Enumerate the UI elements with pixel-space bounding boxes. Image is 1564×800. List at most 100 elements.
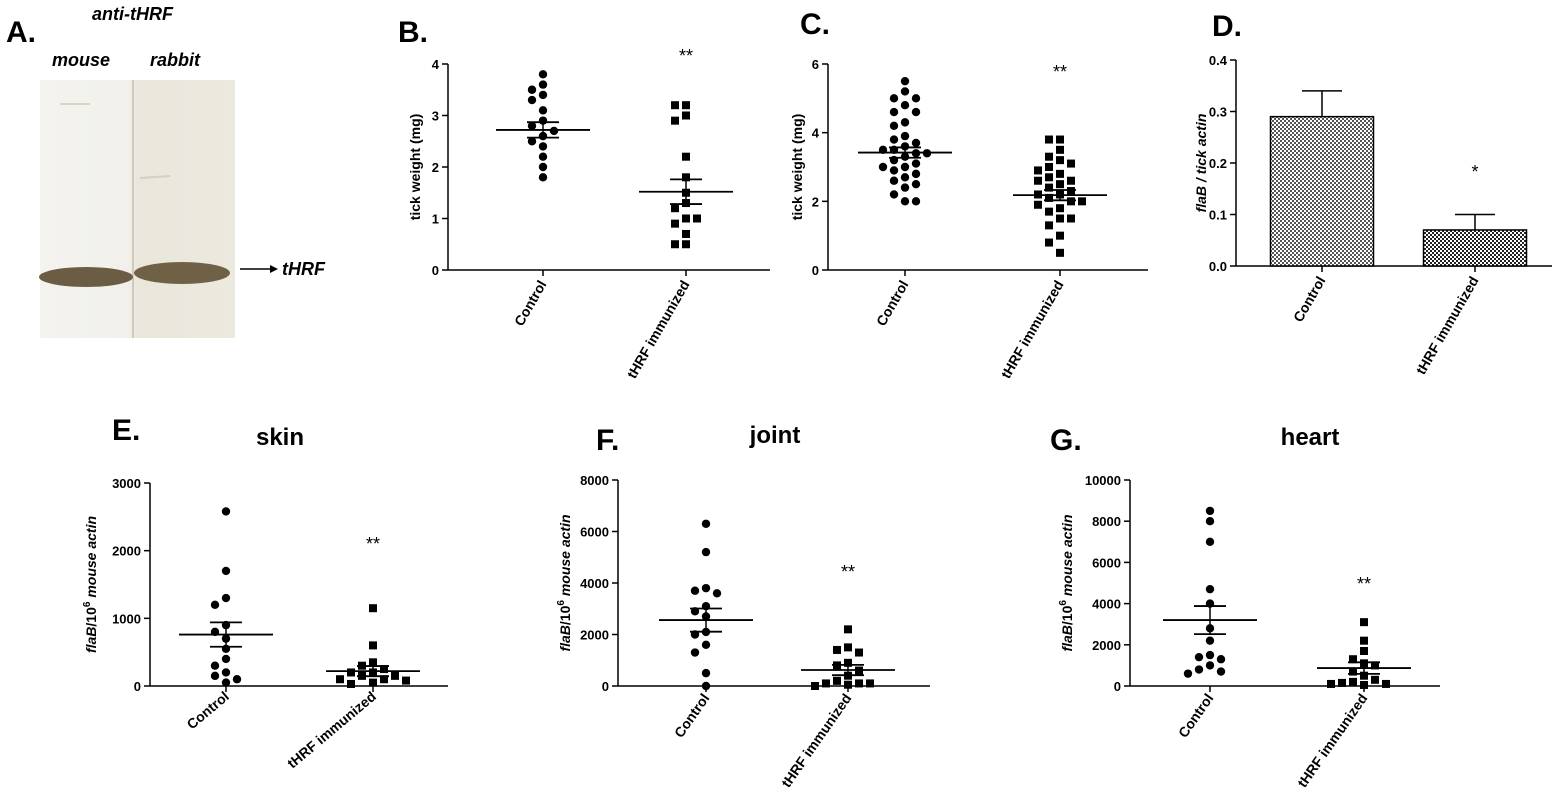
data-point-immunized <box>1056 204 1064 213</box>
data-point-control <box>221 593 231 603</box>
data-point-control <box>1216 667 1226 676</box>
data-point-immunized <box>671 240 679 249</box>
significance-marker: ** <box>679 46 693 66</box>
data-point-control <box>538 162 548 172</box>
data-point-control <box>210 600 220 609</box>
data-point-immunized <box>1056 231 1064 240</box>
data-point-immunized <box>1067 214 1075 223</box>
y-tick-label: 0.1 <box>1209 208 1227 223</box>
y-axis-title: flaB/106 mouse actin <box>556 514 573 651</box>
x-category-label: Control <box>1290 274 1329 325</box>
data-point-immunized <box>1360 636 1368 645</box>
data-point-immunized <box>1349 677 1357 686</box>
data-point-control <box>889 166 899 175</box>
data-point-immunized <box>1360 646 1368 655</box>
y-tick-label: 0 <box>812 263 819 278</box>
data-point-immunized <box>369 678 377 687</box>
data-point-immunized <box>391 671 399 680</box>
data-point-immunized <box>833 676 841 685</box>
data-point-control <box>911 179 921 189</box>
data-point-control <box>210 671 220 681</box>
x-category-label: tHRF immunized <box>998 278 1067 382</box>
data-point-control <box>889 176 899 185</box>
data-point-control <box>911 159 921 168</box>
lane-label-rabbit: rabbit <box>150 50 201 70</box>
blot-membrane <box>40 80 235 338</box>
data-point-control <box>1205 661 1215 670</box>
x-category-label: Control <box>1175 691 1217 741</box>
data-point-control <box>538 106 548 115</box>
data-point-immunized <box>1371 661 1379 670</box>
y-tick-label: 4000 <box>1092 597 1121 612</box>
y-tick-label: 2000 <box>580 628 609 643</box>
data-point-control <box>701 681 711 691</box>
data-point-immunized <box>1056 135 1064 144</box>
y-tick-label: 8000 <box>1092 514 1121 529</box>
y-tick-label: 4 <box>432 57 440 72</box>
data-point-immunized <box>1349 667 1357 676</box>
data-point-control <box>889 190 899 199</box>
data-point-control <box>210 661 220 670</box>
data-point-control <box>221 654 231 664</box>
data-point-immunized <box>1338 678 1346 687</box>
data-point-immunized <box>682 101 690 110</box>
data-point-control <box>538 142 548 151</box>
y-axis-title: tick weight (mg) <box>789 114 805 221</box>
data-point-immunized <box>380 675 388 684</box>
data-point-control <box>900 162 910 172</box>
y-tick-label: 10000 <box>1085 473 1121 488</box>
y-tick-label: 2 <box>812 194 819 209</box>
panel-a: A. anti-tHRF mouse rabbit tHRF <box>6 4 326 338</box>
data-point-immunized <box>1056 169 1064 178</box>
data-point-immunized <box>1371 675 1379 684</box>
x-category-label: tHRF immunized <box>1413 274 1482 378</box>
bar <box>1269 115 1375 267</box>
data-point-immunized <box>682 173 690 182</box>
y-tick-label: 3 <box>432 109 439 124</box>
data-point-control <box>1205 584 1215 594</box>
data-point-control <box>221 678 231 687</box>
faint-band <box>139 175 171 179</box>
data-point-immunized <box>1067 187 1075 196</box>
data-point-immunized <box>1078 197 1086 206</box>
data-point-control <box>1205 636 1215 645</box>
panel-d-letter: D. <box>1212 10 1242 43</box>
data-point-control <box>889 121 899 130</box>
data-point-control <box>889 107 899 117</box>
x-category-label: tHRF immunized <box>778 691 854 791</box>
data-point-immunized <box>1056 214 1064 223</box>
data-point-control <box>690 648 700 657</box>
x-category-label: tHRF immunized <box>284 688 379 771</box>
data-point-immunized <box>1360 671 1368 680</box>
y-tick-label: 2 <box>432 160 439 175</box>
data-point-control <box>712 589 722 598</box>
data-point-immunized <box>833 645 841 654</box>
data-point-immunized <box>402 676 410 685</box>
y-axis-title: flaB / tick actin <box>1193 114 1209 213</box>
data-point-immunized <box>855 648 863 657</box>
y-tick-label: 6000 <box>1092 555 1121 570</box>
data-point-immunized <box>811 682 819 690</box>
data-point-control <box>911 197 921 206</box>
data-point-immunized <box>1034 166 1042 175</box>
band-label: tHRF <box>282 259 326 279</box>
data-point-control <box>701 547 711 557</box>
chart-f: F. joint 0 2000 4000 6000 8000 Control tHRF immu… <box>556 422 930 790</box>
data-point-control <box>527 85 537 94</box>
chart-b: B. 0 1 2 3 4 Control tHRF immunized tick weight … <box>398 16 770 381</box>
significance-marker: ** <box>366 534 380 554</box>
x-category-label: Control <box>511 278 550 329</box>
y-axis-title: flaB/106 mouse actin <box>82 516 99 653</box>
data-point-control <box>900 173 910 182</box>
data-point-immunized <box>1045 173 1053 182</box>
data-point-control <box>1183 669 1193 678</box>
y-tick-label: 2000 <box>1092 638 1121 653</box>
data-point-control <box>900 183 910 192</box>
blot-antibody-title: anti-tHRF <box>92 4 174 24</box>
data-point-control <box>900 131 910 141</box>
data-point-immunized <box>1067 197 1075 206</box>
data-point-immunized <box>1045 238 1053 247</box>
data-point-control <box>911 169 921 179</box>
data-point-control <box>701 519 711 528</box>
y-tick-label: 0.4 <box>1209 53 1228 68</box>
